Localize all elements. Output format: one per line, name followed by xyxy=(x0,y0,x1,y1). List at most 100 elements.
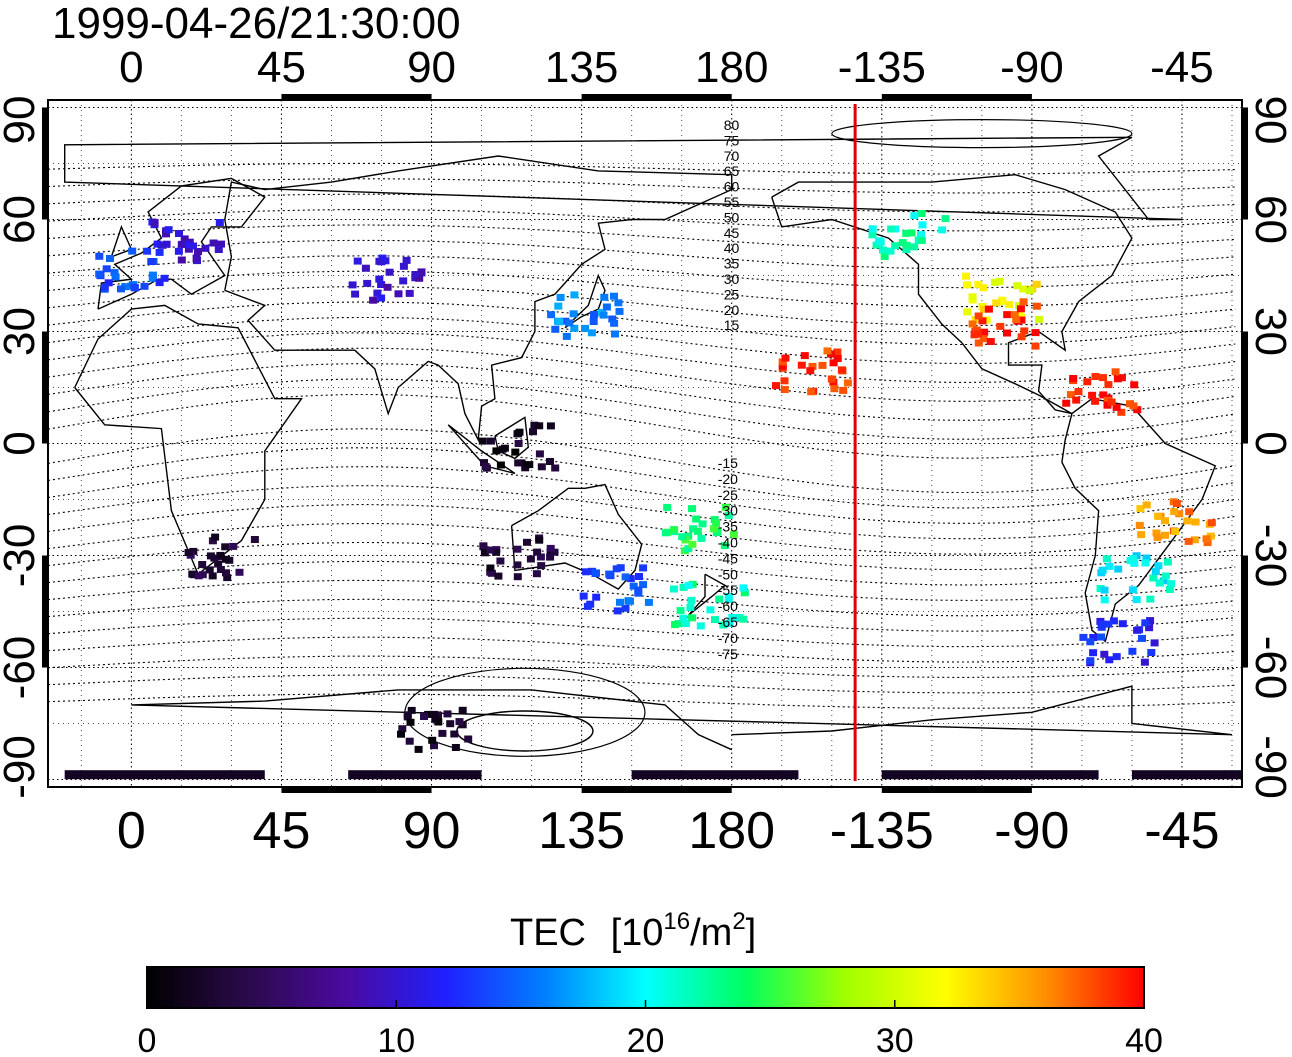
tec-cell xyxy=(634,586,643,594)
tec-cell xyxy=(611,330,619,338)
colorbar-unit-end: ] xyxy=(746,912,757,954)
tec-polar-strip xyxy=(1131,770,1242,780)
tec-observations xyxy=(64,210,1242,780)
tec-cell xyxy=(529,428,537,436)
tec-cell xyxy=(407,706,416,714)
tec-cell xyxy=(160,274,169,282)
tec-cell xyxy=(1165,586,1174,593)
tec-cell xyxy=(222,569,230,577)
tec-cell xyxy=(1133,406,1142,414)
tec-cell xyxy=(1066,391,1075,399)
tec-cell xyxy=(431,715,440,723)
tec-cell xyxy=(1161,572,1170,580)
tec-cell xyxy=(968,293,977,301)
tec-cell xyxy=(1100,650,1109,658)
tec-cell xyxy=(918,221,927,229)
tec-cell xyxy=(399,277,408,285)
tec-cell xyxy=(674,620,683,628)
contour-label: -60 xyxy=(718,598,738,614)
tec-cell xyxy=(688,505,696,513)
tec-cell xyxy=(807,388,816,396)
tec-cell xyxy=(95,270,104,278)
tec-cell xyxy=(546,422,555,430)
tec-cell xyxy=(546,544,555,552)
tec-cell xyxy=(818,361,827,369)
tec-cell xyxy=(189,571,198,579)
tec-cell xyxy=(1025,287,1034,295)
tec-cell xyxy=(644,598,653,606)
tec-cell xyxy=(1019,298,1028,306)
tec-cell xyxy=(546,553,555,561)
tec-cell xyxy=(1104,620,1113,628)
tec-cell xyxy=(740,589,749,597)
tec-cell xyxy=(399,262,408,270)
frame-band xyxy=(42,331,47,444)
tec-cell xyxy=(1130,559,1139,567)
tec-cell xyxy=(592,569,600,577)
tec-cell xyxy=(1100,586,1109,594)
tec-cell xyxy=(1130,381,1139,389)
tec-cell xyxy=(982,316,991,324)
tec-cell xyxy=(823,347,832,355)
tec-cell xyxy=(581,324,590,332)
tec-cell xyxy=(1105,656,1114,664)
contour-line xyxy=(48,224,1236,251)
tec-cell xyxy=(208,537,217,545)
tec-cell xyxy=(629,582,638,590)
coastline xyxy=(131,685,1233,751)
tec-cell xyxy=(980,305,988,313)
tec-cell xyxy=(1206,532,1215,540)
tec-cell xyxy=(1147,649,1156,656)
tec-cell xyxy=(535,536,544,544)
tec-cell xyxy=(250,536,259,543)
tec-colorbar: TEC [1016/m2] 0 10 20 30 40 xyxy=(138,908,1163,1057)
tec-cell xyxy=(843,379,852,387)
tec-cell xyxy=(194,572,203,580)
frame-band xyxy=(281,788,432,793)
lon-tick-label: 0 xyxy=(117,802,146,860)
contour-label: 25 xyxy=(724,286,740,302)
tec-cell xyxy=(1032,302,1041,310)
tec-cell xyxy=(158,241,167,249)
tec-cell xyxy=(562,332,571,340)
lon-tick-label: 90 xyxy=(407,43,456,92)
tec-cell xyxy=(140,282,149,290)
tec-cell xyxy=(729,614,738,622)
tec-cell xyxy=(394,290,403,298)
tec-cell xyxy=(827,375,836,383)
tec-cell xyxy=(719,621,728,629)
contour-label: 45 xyxy=(724,225,740,241)
lon-tick-label: -90 xyxy=(1000,43,1064,92)
tec-cell xyxy=(217,240,225,248)
tec-cell xyxy=(678,533,687,541)
tec-cell xyxy=(403,711,412,719)
contour-line xyxy=(48,363,1236,421)
timestamp-title: 1999-04-26/21:30:00 xyxy=(52,0,461,48)
tec-cell xyxy=(902,246,911,254)
lon-tick-label: 180 xyxy=(688,802,775,860)
tec-cell xyxy=(1086,638,1095,646)
tec-cell xyxy=(565,319,574,327)
coastline xyxy=(224,155,733,443)
tec-cell xyxy=(405,737,414,745)
tec-cell xyxy=(180,235,189,243)
tec-cell xyxy=(868,225,877,233)
tec-cell xyxy=(496,557,505,565)
tec-cell xyxy=(1170,508,1179,516)
tec-cell xyxy=(546,458,554,465)
tec-cell xyxy=(684,545,693,553)
tec-cell xyxy=(693,527,702,535)
lon-tick-label: 0 xyxy=(119,43,143,92)
tec-cell xyxy=(868,231,877,239)
tec-cell xyxy=(214,560,223,568)
tec-cell xyxy=(1185,508,1194,516)
tec-cell xyxy=(614,299,623,307)
tec-cell xyxy=(1112,653,1121,661)
tec-cell xyxy=(1003,311,1012,319)
tec-cell xyxy=(724,511,733,519)
tec-cell xyxy=(208,572,217,580)
colorbar-tick-label: 10 xyxy=(377,1022,415,1057)
contour-line xyxy=(48,378,1236,440)
tec-cell xyxy=(1100,596,1109,604)
contour-label: -50 xyxy=(718,566,738,582)
